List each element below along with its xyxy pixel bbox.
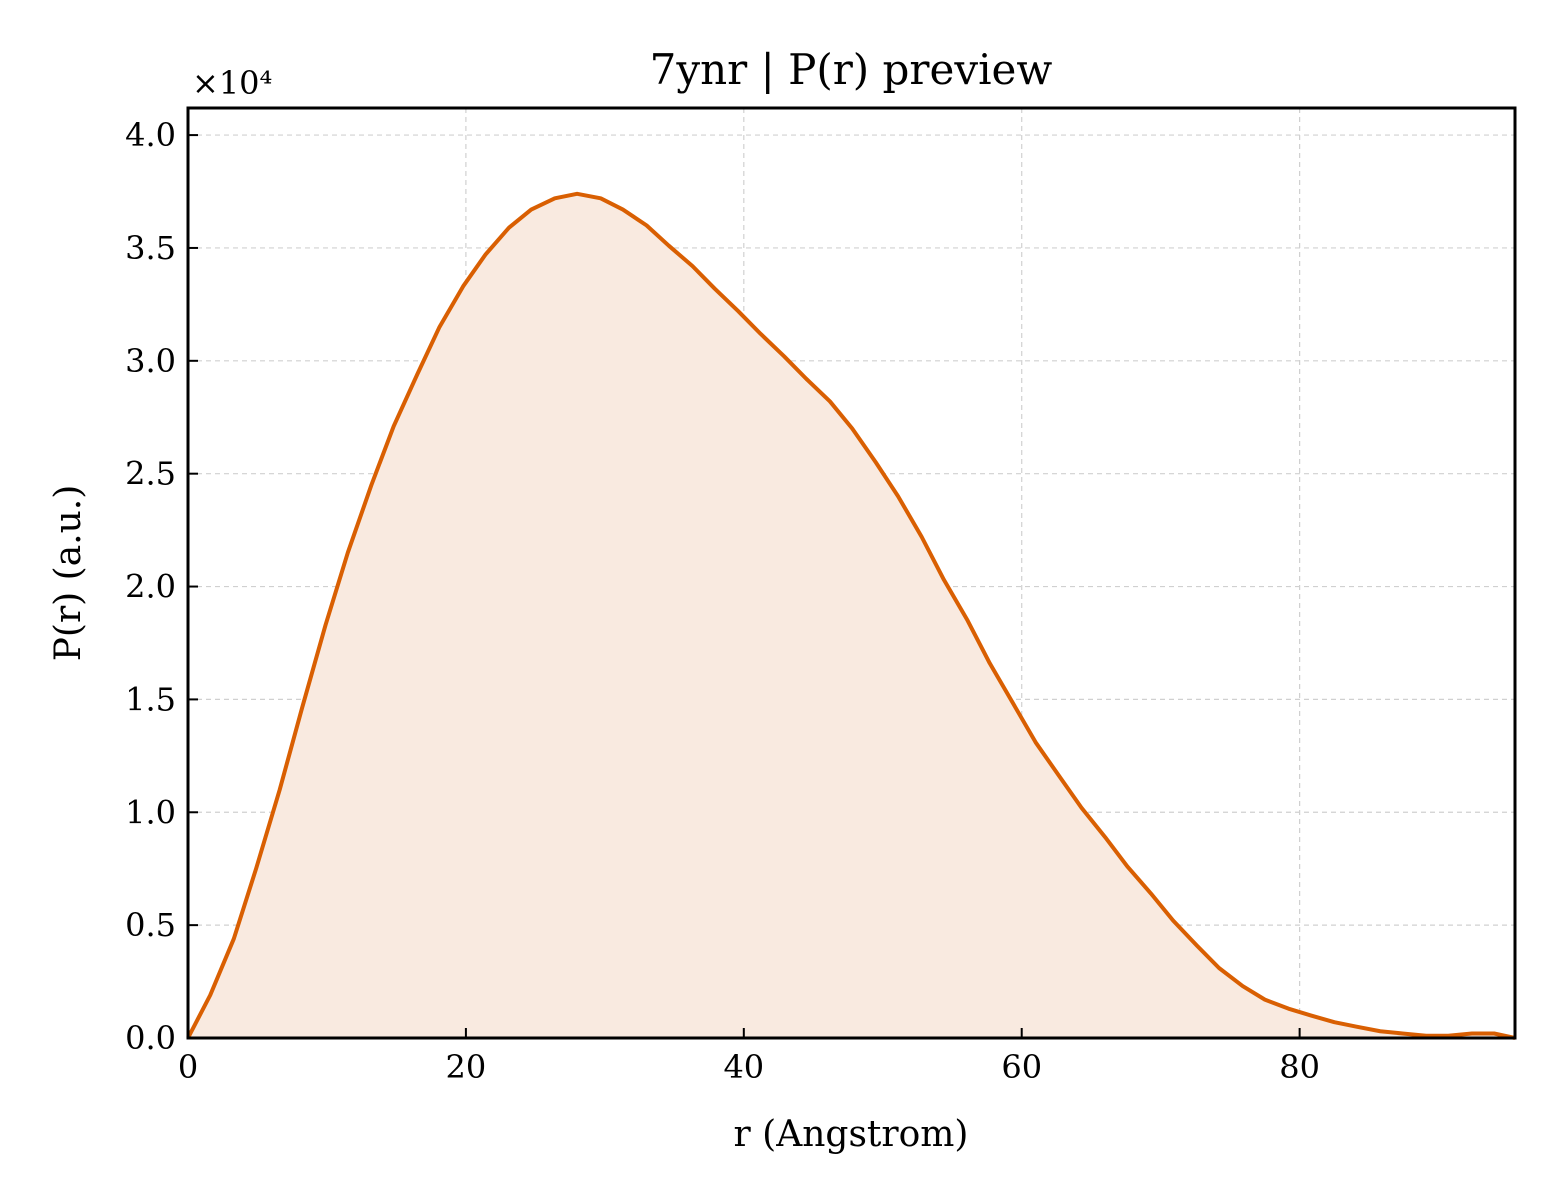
y-tick-label: 2.5 xyxy=(125,455,176,493)
pr-area-fill xyxy=(188,193,1515,1038)
x-tick-label: 40 xyxy=(723,1048,764,1086)
plot-frame xyxy=(186,106,1517,1040)
ticks: 0 20 40 60 80 0.0 0.5 1.0 1.5 2.0 2.5 3.0 3.5 4.0 xyxy=(125,116,1320,1086)
y-tick-label: 2.0 xyxy=(125,568,176,606)
x-tick-label: 60 xyxy=(1001,1048,1042,1086)
x-axis-label: r (Angstrom) xyxy=(734,1114,969,1155)
y-tick-label: 1.5 xyxy=(125,680,176,718)
x-tick-label: 20 xyxy=(446,1048,487,1086)
y-tick-label: 0.5 xyxy=(125,906,176,944)
y-tick-label: 4.0 xyxy=(125,116,176,154)
x-tick-label: 0 xyxy=(178,1048,198,1086)
x-tick-label: 80 xyxy=(1279,1048,1320,1086)
pr-series-line xyxy=(186,191,1516,1040)
y-tick-label: 0.0 xyxy=(125,1019,176,1057)
y-tick-label: 3.5 xyxy=(125,229,176,267)
y-tick-label: 1.0 xyxy=(125,793,176,831)
chart-title: 7ynr | P(r) preview xyxy=(650,45,1053,94)
y-axis-label: P(r) (a.u.) xyxy=(48,485,89,662)
y-tick-label: 3.0 xyxy=(125,342,176,380)
y-offset-label: ×10⁴ xyxy=(192,64,272,102)
